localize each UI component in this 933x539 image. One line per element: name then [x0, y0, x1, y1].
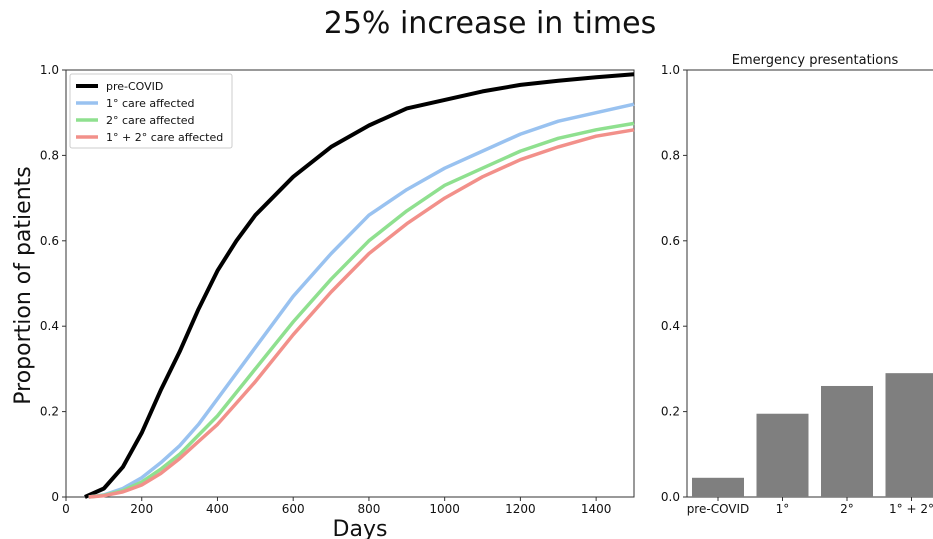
bar [821, 385, 873, 497]
legend-label: 1° care affected [106, 97, 195, 110]
y-tick-label: 1.0 [661, 63, 680, 77]
y-tick-label: 0.4 [661, 319, 680, 333]
legend-label: pre-COVID [106, 80, 163, 93]
y-tick-label: 0.6 [661, 234, 680, 248]
y-tick-label: 0.8 [661, 148, 680, 162]
x-tick-label: 200 [130, 502, 153, 516]
bar [692, 477, 744, 497]
y-axis-label: Proportion of patients [11, 166, 36, 404]
legend [69, 73, 233, 149]
bar-chart: 0.0 0.2 0.4 0.6 0.8 1.0 Emergency presentation… [661, 53, 933, 516]
line-chart: 0 200 400 600 800 1000 1200 1400 0 0.2 0.4 0.6 0.8 1.… [11, 63, 635, 539]
x-axis-label: Days [333, 517, 388, 539]
x-tick-label: 1200 [505, 502, 536, 516]
series-line [88, 121, 635, 499]
x-tick-label: 1° + 2° [889, 502, 933, 516]
legend-label: 1° + 2° care affected [106, 131, 223, 144]
x-tick-label: 800 [357, 502, 380, 516]
figure-title: 25% increase in times [323, 6, 657, 41]
y-tick-label: 0.2 [661, 405, 680, 419]
x-tick-label: 1000 [429, 502, 460, 516]
y-tick-label: 0.0 [661, 490, 680, 504]
series-line [84, 72, 635, 499]
x-tick-label: 600 [282, 502, 305, 516]
legend-label: 2° care affected [106, 114, 195, 127]
x-tick-label: pre-COVID [687, 502, 750, 516]
y-tick-label: 0.6 [40, 234, 59, 248]
y-tick-label: 0.8 [40, 148, 59, 162]
y-tick-label: 0.2 [40, 405, 59, 419]
bar [885, 373, 933, 497]
series-line [88, 128, 635, 499]
x-tick-label: 400 [206, 502, 229, 516]
x-tick-label: 1400 [581, 502, 612, 516]
x-tick-label: 1° [776, 502, 790, 516]
y-tick-label: 0.4 [40, 319, 59, 333]
x-tick-label: 2° [840, 502, 854, 516]
y-tick-label: 0 [51, 490, 59, 504]
bar-chart-title: Emergency presentations [732, 53, 899, 68]
series-line [88, 102, 635, 499]
x-tick-label: 0 [62, 502, 70, 516]
bar [756, 413, 809, 497]
y-tick-label: 1.0 [40, 63, 59, 77]
